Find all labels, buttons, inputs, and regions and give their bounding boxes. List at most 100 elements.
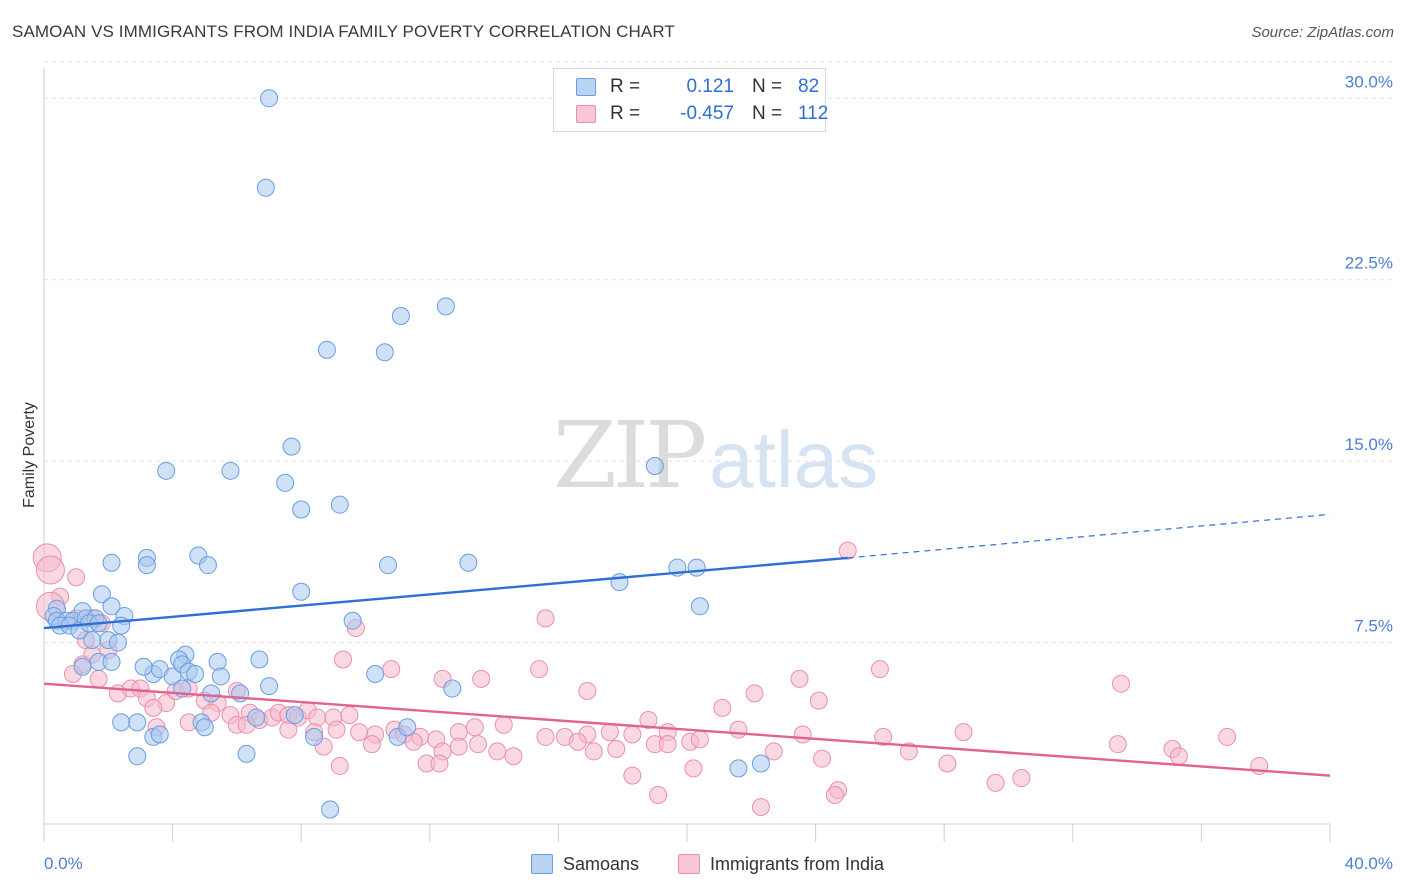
y-tick-label: 7.5% (1354, 617, 1393, 636)
india-point (333, 650, 352, 669)
samoans-point (150, 725, 169, 744)
source-label: Source: ZipAtlas.com (1251, 24, 1394, 41)
india-point (568, 732, 587, 751)
samoans-point (102, 597, 121, 616)
india-point (986, 773, 1005, 792)
india-point (813, 749, 832, 768)
samoans-point (157, 461, 176, 480)
india-point (430, 754, 449, 773)
samoans-point (102, 553, 121, 572)
india-point (144, 698, 163, 717)
india-point (578, 681, 597, 700)
samoans-swatch (576, 78, 596, 96)
india-legend-swatch (678, 854, 700, 874)
india-trend-line (43, 682, 1331, 777)
india-legend-label: Immigrants from India (710, 853, 885, 874)
india-point (472, 669, 491, 688)
india-point (67, 568, 86, 587)
tick-labels: 7.5% 15.0% 22.5% 30.0% 0.0% 40.0% (44, 72, 1393, 873)
india-point (713, 698, 732, 717)
samoans-point (459, 553, 478, 572)
india-point (350, 723, 369, 742)
samoans-point (366, 665, 385, 684)
india-point (684, 759, 703, 778)
india-point (623, 766, 642, 785)
legend-row-india: R = -0.457 N = 112 (576, 103, 828, 125)
india-point (382, 660, 401, 679)
samoans-point (73, 657, 92, 676)
india-point (449, 737, 468, 756)
y-tick-label: 15.0% (1345, 435, 1393, 454)
india-point (751, 798, 770, 817)
samoans-point (195, 718, 214, 737)
samoans-point (128, 713, 147, 732)
bottom-legend-samoans: Samoans (531, 851, 639, 877)
india-point (825, 785, 844, 804)
india-point (639, 710, 658, 729)
india-point (465, 718, 484, 737)
samoans-point (237, 744, 256, 763)
samoans-point (305, 727, 324, 746)
axes (43, 68, 1331, 842)
india-point (530, 660, 549, 679)
india-point (793, 725, 812, 744)
legend-row-samoans: R = 0.121 N = 82 (576, 76, 819, 98)
samoans-legend-swatch (531, 854, 553, 874)
correlation-legend: R = 0.121 N = 82 R = -0.457 N = 112 (553, 68, 828, 132)
india-point (327, 720, 346, 739)
india-point (649, 785, 668, 804)
x-tick-label: 40.0% (1345, 854, 1393, 873)
india-points (32, 541, 1269, 817)
samoans-point (282, 437, 301, 456)
samoans-point (343, 611, 362, 630)
india-point (899, 742, 918, 761)
samoans-legend-label: Samoans (563, 853, 640, 874)
samoans-n-value: 82 (798, 76, 820, 97)
y-axis-label: Family Poverty (21, 402, 38, 508)
samoans-point (379, 556, 398, 575)
samoans-trend-extension (847, 513, 1331, 559)
india-point (1012, 769, 1031, 788)
samoans-point (83, 631, 102, 650)
samoans-point (198, 556, 217, 575)
india-point (745, 684, 764, 703)
india-point (764, 742, 783, 761)
india-point (690, 730, 709, 749)
samoans-point (292, 500, 311, 519)
india-point (600, 723, 619, 742)
legend-r-label: R = (610, 76, 641, 97)
samoans-point (729, 759, 748, 778)
india-point (89, 669, 108, 688)
samoans-r-value: 0.121 (686, 76, 734, 97)
india-point (340, 706, 359, 725)
samoans-point (292, 582, 311, 601)
india-point (494, 715, 513, 734)
x-tick-label: 0.0% (44, 854, 83, 873)
samoans-point (247, 708, 266, 727)
india-point (607, 740, 626, 759)
samoans-point (260, 677, 279, 696)
samoans-point (645, 456, 664, 475)
india-point (504, 747, 523, 766)
samoans-point (128, 747, 147, 766)
samoans-point (398, 718, 417, 737)
samoans-point (260, 89, 279, 108)
india-point (1108, 735, 1127, 754)
india-point (1169, 747, 1188, 766)
samoans-point (375, 343, 394, 362)
india-point (954, 723, 973, 742)
legend-n-label: N = (752, 76, 783, 97)
india-point (623, 725, 642, 744)
samoans-point (391, 307, 410, 325)
india-point (584, 742, 603, 761)
india-point (658, 735, 677, 754)
trend-lines (43, 513, 1331, 777)
samoans-point (687, 558, 706, 577)
samoans-point (321, 800, 340, 819)
india-r-value: -0.457 (680, 103, 734, 124)
samoans-point (443, 679, 462, 698)
india-swatch (576, 105, 596, 123)
india-point (469, 735, 488, 754)
india-point (1112, 674, 1131, 693)
